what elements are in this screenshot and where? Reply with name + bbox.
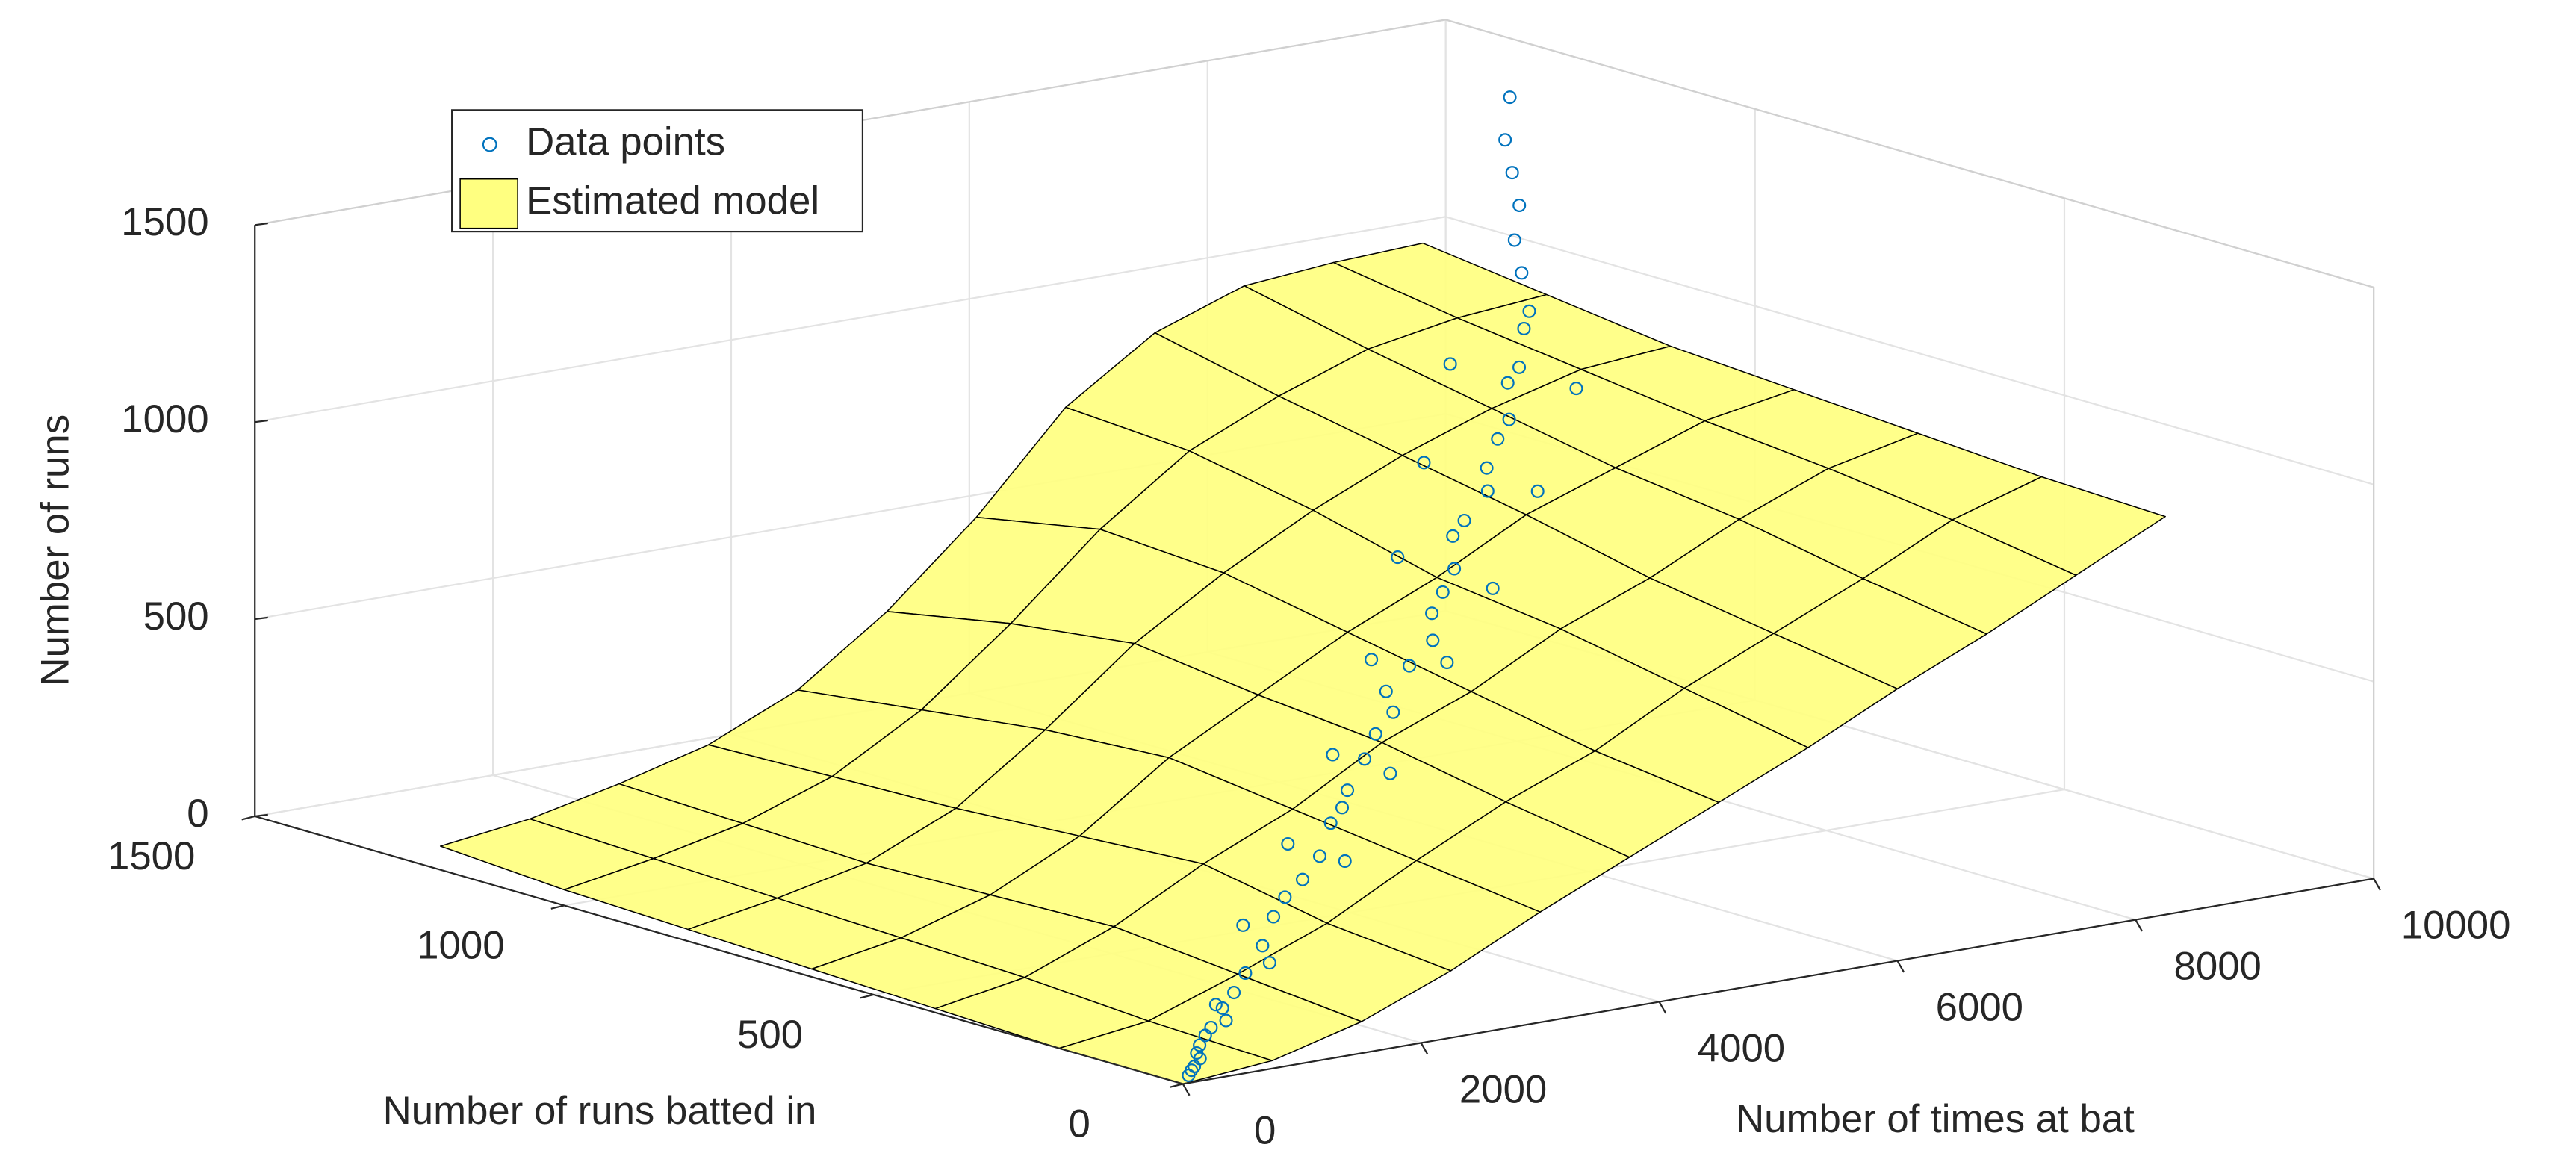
grid-line bbox=[255, 216, 2374, 485]
data-point bbox=[1498, 133, 1512, 147]
data-point bbox=[1238, 966, 1253, 980]
z-tick bbox=[255, 616, 268, 621]
data-point bbox=[1505, 166, 1519, 180]
data-point bbox=[1312, 849, 1326, 863]
legend-label: Data points bbox=[526, 119, 725, 164]
z-tick-label: 1000 bbox=[121, 397, 208, 441]
x-tick bbox=[2373, 878, 2381, 891]
data-point bbox=[1383, 766, 1397, 780]
data-point bbox=[1335, 801, 1350, 815]
legend: Data points Estimated model bbox=[451, 109, 864, 233]
x-tick-label: 2000 bbox=[1459, 1067, 1547, 1111]
x-tick bbox=[1420, 1042, 1429, 1055]
data-point bbox=[1443, 357, 1457, 371]
data-point bbox=[1219, 1013, 1233, 1028]
data-point bbox=[1480, 461, 1494, 475]
legend-box bbox=[451, 109, 864, 233]
data-point bbox=[1447, 562, 1462, 576]
x-tick-label: 0 bbox=[1254, 1108, 1276, 1152]
data-point bbox=[1368, 727, 1382, 741]
data-point bbox=[1227, 986, 1241, 1000]
data-point bbox=[1215, 1001, 1229, 1015]
x-tick bbox=[1896, 960, 1905, 973]
data-point bbox=[1338, 854, 1352, 868]
data-point bbox=[1403, 659, 1417, 673]
data-point bbox=[1517, 321, 1531, 335]
z-tick bbox=[255, 419, 268, 423]
data-point bbox=[1500, 376, 1515, 390]
data-point bbox=[1262, 956, 1276, 970]
data-point bbox=[1515, 266, 1529, 280]
data-point bbox=[1486, 581, 1500, 595]
z-tick-label: 500 bbox=[143, 594, 209, 639]
data-point bbox=[1193, 1038, 1207, 1052]
axis-line bbox=[254, 225, 2374, 1085]
y-tick-label: 1000 bbox=[417, 924, 504, 968]
y-tick-label: 1500 bbox=[108, 834, 195, 878]
z-tick-label: 0 bbox=[187, 792, 208, 836]
data-point bbox=[1530, 484, 1545, 498]
data-point bbox=[1341, 783, 1355, 798]
y-tick bbox=[1169, 1083, 1184, 1088]
data-point bbox=[1512, 360, 1527, 374]
data-point bbox=[1208, 998, 1223, 1012]
z-tick bbox=[255, 813, 268, 818]
data-point bbox=[1379, 684, 1393, 698]
data-point bbox=[1323, 816, 1338, 830]
data-point bbox=[1386, 705, 1400, 719]
x-axis-label: Number of times at bat bbox=[1736, 1097, 2135, 1141]
data-point bbox=[1503, 90, 1517, 105]
data-point bbox=[1267, 910, 1281, 924]
data-point bbox=[1417, 456, 1431, 470]
legend-marker bbox=[482, 137, 497, 152]
data-point bbox=[1190, 1046, 1204, 1060]
data-point bbox=[1281, 836, 1295, 851]
x-tick-label: 10000 bbox=[2401, 903, 2511, 947]
x-tick bbox=[1182, 1083, 1191, 1096]
legend-label: Estimated model bbox=[526, 179, 819, 223]
y-tick-label: 0 bbox=[1069, 1102, 1090, 1146]
x-tick-label: 4000 bbox=[1698, 1026, 1785, 1070]
axes: 0200040006000800010000050010001500050010… bbox=[108, 200, 2510, 1152]
y-axis-label: Number of runs batted in bbox=[383, 1089, 817, 1133]
data-point bbox=[1236, 918, 1250, 932]
x-tick-label: 8000 bbox=[2174, 944, 2262, 988]
data-point bbox=[1480, 484, 1495, 498]
z-axis-label: Number of runs bbox=[33, 414, 77, 686]
data-point bbox=[1185, 1063, 1199, 1078]
y-tick-label: 500 bbox=[737, 1013, 803, 1057]
data-point bbox=[1278, 890, 1292, 904]
x-tick bbox=[2135, 919, 2144, 932]
data-point bbox=[1256, 939, 1270, 953]
legend-marker bbox=[459, 178, 518, 229]
data-point bbox=[1326, 748, 1340, 762]
y-tick bbox=[550, 904, 565, 910]
data-point bbox=[1457, 513, 1471, 528]
surface bbox=[439, 242, 2166, 1085]
data-point bbox=[1358, 752, 1372, 766]
x-tick bbox=[1658, 1001, 1667, 1014]
z-tick-label: 1500 bbox=[121, 200, 208, 244]
data-point bbox=[1391, 550, 1405, 565]
data-point bbox=[1507, 233, 1521, 247]
y-tick bbox=[860, 993, 874, 999]
data-point bbox=[1436, 585, 1450, 599]
data-point bbox=[1512, 198, 1527, 212]
data-point bbox=[1365, 653, 1379, 667]
data-point bbox=[1440, 656, 1454, 670]
data-point bbox=[1425, 606, 1439, 621]
scatter bbox=[1182, 90, 1583, 1082]
data-point bbox=[1569, 382, 1583, 396]
y-tick bbox=[241, 815, 255, 821]
x-tick-label: 6000 bbox=[1936, 985, 2023, 1029]
z-tick bbox=[255, 222, 268, 226]
data-point bbox=[1446, 529, 1460, 543]
data-point bbox=[1426, 633, 1440, 647]
data-point bbox=[1502, 412, 1516, 426]
data-point bbox=[1295, 872, 1310, 886]
data-point bbox=[1491, 432, 1505, 446]
data-point bbox=[1522, 304, 1536, 318]
data-point bbox=[1204, 1020, 1218, 1035]
